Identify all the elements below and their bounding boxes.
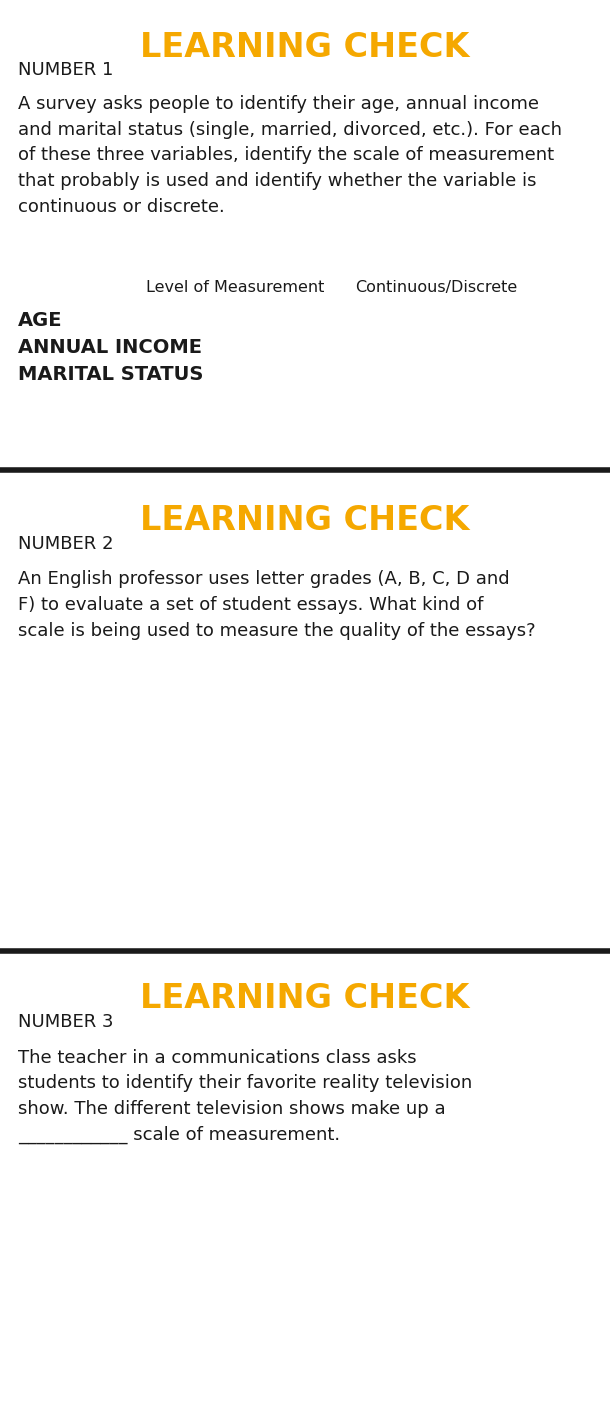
Text: NUMBER 3: NUMBER 3	[18, 1013, 114, 1032]
Text: An English professor uses letter grades (A, B, C, D and
F) to evaluate a set of : An English professor uses letter grades …	[18, 570, 536, 640]
Text: LEARNING CHECK: LEARNING CHECK	[140, 31, 470, 64]
Text: The teacher in a communications class asks
students to identify their favorite r: The teacher in a communications class as…	[18, 1049, 473, 1144]
Text: A survey asks people to identify their age, annual income
and marital status (si: A survey asks people to identify their a…	[18, 95, 562, 216]
Text: AGE: AGE	[18, 311, 63, 329]
Text: LEARNING CHECK: LEARNING CHECK	[140, 504, 470, 536]
Text: Level of Measurement: Level of Measurement	[146, 280, 324, 295]
Text: LEARNING CHECK: LEARNING CHECK	[140, 982, 470, 1015]
Text: ANNUAL INCOME: ANNUAL INCOME	[18, 338, 203, 356]
Text: NUMBER 1: NUMBER 1	[18, 61, 113, 79]
Text: MARITAL STATUS: MARITAL STATUS	[18, 365, 204, 383]
Text: Continuous/Discrete: Continuous/Discrete	[355, 280, 517, 295]
Text: NUMBER 2: NUMBER 2	[18, 535, 114, 553]
